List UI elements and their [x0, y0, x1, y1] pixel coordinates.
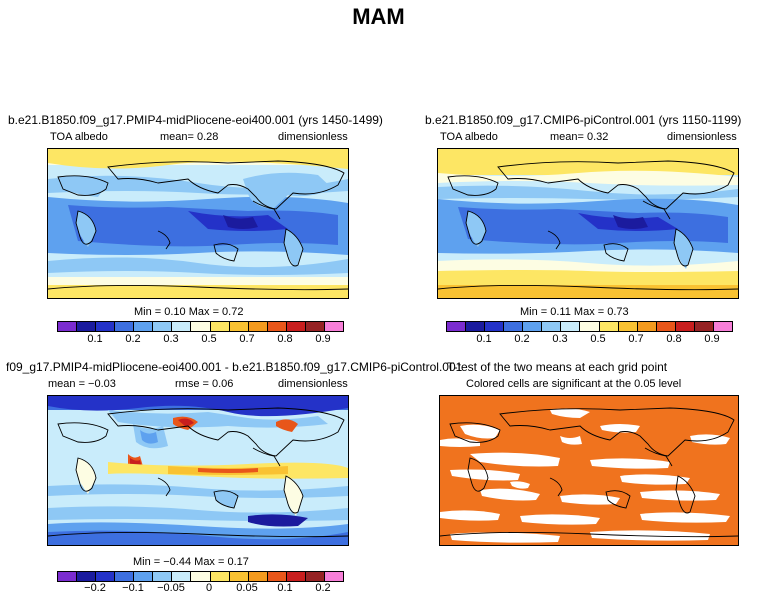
colorbar-swatch: [580, 322, 600, 331]
colorbar-swatch: [305, 322, 325, 331]
page-title: MAM: [352, 4, 405, 29]
colorbar-swatch: [561, 322, 581, 331]
panel2-title: b.e21.B1850.f09_g17.CMIP6-piControl.001 …: [425, 113, 742, 127]
colorbar-swatch: [58, 572, 78, 581]
colorbar-swatch: [324, 322, 343, 331]
colorbar-swatch: [324, 572, 343, 581]
colorbar-swatch: [115, 322, 135, 331]
panel3-colorbar-labels: −0.2 −0.1 −0.05 0 0.05 0.1 0.2: [57, 582, 342, 596]
colorbar-tick-label: 0.2: [315, 582, 331, 594]
panel3-units: dimensionless: [278, 378, 348, 390]
colorbar-tick-label: 0.7: [628, 333, 644, 345]
panel1-title: b.e21.B1850.f09_g17.PMIP4-midPliocene-eo…: [8, 113, 383, 127]
panel1-mean: mean= 0.28: [160, 131, 219, 143]
colorbar-tick-label: 0.05: [236, 582, 258, 594]
colorbar-swatch: [229, 322, 249, 331]
colorbar-swatch: [77, 572, 97, 581]
colorbar-tick-label: −0.1: [122, 582, 144, 594]
colorbar-tick-label: 0.7: [239, 333, 255, 345]
colorbar-swatch: [504, 322, 524, 331]
colorbar-swatch: [675, 322, 695, 331]
colorbar-swatch: [172, 322, 192, 331]
colorbar-swatch: [229, 572, 249, 581]
colorbar-swatch: [153, 572, 173, 581]
colorbar-swatch: [210, 322, 230, 331]
panel2-minmax: Min = 0.11 Max = 0.73: [520, 306, 629, 318]
panel4-subtitle: Colored cells are significant at the 0.0…: [466, 378, 682, 390]
colorbar-swatch: [599, 322, 619, 331]
colorbar-tick-label: 0.2: [125, 333, 141, 345]
panel3-rmse: rmse = 0.06: [175, 378, 234, 390]
colorbar-tick-label: 0.8: [666, 333, 682, 345]
colorbar-swatch: [58, 322, 78, 331]
panel3-minmax: Min = −0.44 Max = 0.17: [133, 556, 249, 568]
panel2-colorbar-labels: 0.1 0.2 0.3 0.5 0.7 0.8 0.9: [446, 333, 731, 347]
panel2-map: [437, 148, 739, 299]
panel2-mean: mean= 0.32: [550, 131, 609, 143]
panel4-map: [439, 395, 739, 546]
colorbar-swatch: [542, 322, 562, 331]
colorbar-tick-label: 0.8: [277, 333, 293, 345]
colorbar-tick-label: 0.3: [163, 333, 179, 345]
panel2-variable: TOA albedo: [440, 131, 498, 143]
panel1-colorbar: [57, 321, 344, 332]
colorbar-swatch: [153, 322, 173, 331]
panel1-units: dimensionless: [278, 131, 348, 143]
colorbar-swatch: [115, 572, 135, 581]
colorbar-swatch: [447, 322, 467, 331]
colorbar-swatch: [191, 322, 211, 331]
colorbar-swatch: [466, 322, 486, 331]
panel2-colorbar: [446, 321, 733, 332]
colorbar-swatch: [485, 322, 505, 331]
colorbar-tick-label: 0.1: [277, 582, 293, 594]
colorbar-swatch: [286, 322, 306, 331]
colorbar-swatch: [191, 572, 211, 581]
colorbar-tick-label: 0: [205, 582, 213, 594]
colorbar-swatch: [637, 322, 657, 331]
colorbar-tick-label: 0.1: [476, 333, 492, 345]
panel1-variable: TOA albedo: [50, 131, 108, 143]
colorbar-tick-label: −0.2: [84, 582, 106, 594]
colorbar-swatch: [134, 322, 154, 331]
panel3-map: [47, 395, 349, 546]
colorbar-tick-label: 0.9: [315, 333, 331, 345]
colorbar-swatch: [694, 322, 714, 331]
colorbar-swatch: [286, 572, 306, 581]
panel3-title: f09_g17.PMIP4-midPliocene-eoi400.001 - b…: [6, 360, 463, 374]
panel3-colorbar: [57, 571, 344, 582]
panel1-colorbar-labels: 0.1 0.2 0.3 0.5 0.7 0.8 0.9: [57, 333, 342, 347]
colorbar-tick-label: 0.9: [704, 333, 720, 345]
colorbar-swatch: [248, 572, 268, 581]
panel3-mean: mean = −0.03: [48, 378, 116, 390]
colorbar-swatch: [96, 322, 116, 331]
colorbar-swatch: [77, 322, 97, 331]
colorbar-swatch: [96, 572, 116, 581]
colorbar-tick-label: 0.1: [87, 333, 103, 345]
colorbar-swatch: [656, 322, 676, 331]
colorbar-swatch: [713, 322, 732, 331]
panel1-map: [47, 148, 349, 299]
colorbar-tick-label: 0.5: [201, 333, 217, 345]
colorbar-swatch: [523, 322, 543, 331]
colorbar-swatch: [267, 572, 287, 581]
colorbar-tick-label: 0.5: [590, 333, 606, 345]
colorbar-swatch: [618, 322, 638, 331]
colorbar-swatch: [172, 572, 192, 581]
panel4-title: T-test of the two means at each grid poi…: [447, 360, 668, 374]
colorbar-swatch: [267, 322, 287, 331]
colorbar-tick-label: 0.3: [552, 333, 568, 345]
colorbar-tick-label: 0.2: [514, 333, 530, 345]
colorbar-swatch: [248, 322, 268, 331]
colorbar-swatch: [305, 572, 325, 581]
colorbar-swatch: [210, 572, 230, 581]
colorbar-swatch: [134, 572, 154, 581]
panel2-units: dimensionless: [667, 131, 737, 143]
colorbar-tick-label: −0.05: [157, 582, 185, 594]
panel1-minmax: Min = 0.10 Max = 0.72: [134, 306, 244, 318]
